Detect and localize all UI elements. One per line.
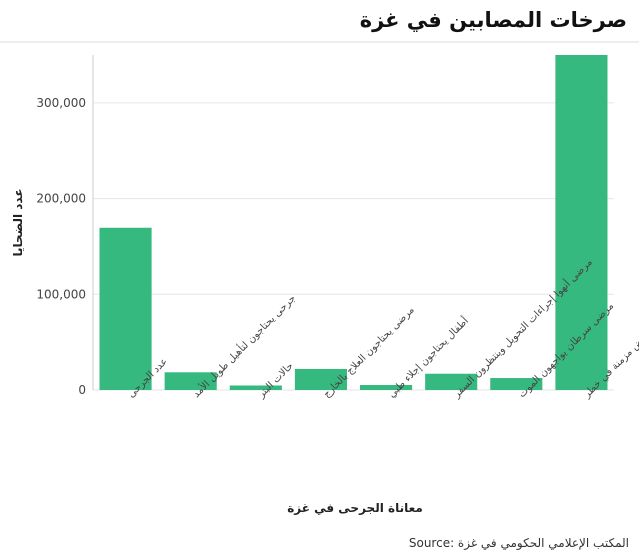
source-note: المكتب الإعلامي الحكومي في غزة :Source xyxy=(408,536,629,550)
x-tick-label: جرحى يحتاجون لتأهيل طويل الأمد xyxy=(189,291,298,400)
y-axis-label: عدد الضحايا xyxy=(11,188,25,256)
bar xyxy=(425,373,478,390)
bar xyxy=(99,227,152,390)
bar xyxy=(490,378,543,390)
chart-title: صرخات المصابين في غزة xyxy=(359,8,627,32)
y-tick-label: 100,000 xyxy=(36,287,86,301)
y-tick-label: 0 xyxy=(78,383,86,397)
y-tick-label: 200,000 xyxy=(36,192,86,206)
y-tick-labels: 0 100,000 200,000 300,000 xyxy=(36,96,86,397)
y-tick-label: 300,000 xyxy=(36,96,86,110)
x-tick-label: حالات البتر xyxy=(255,361,295,401)
gridlines xyxy=(0,41,639,391)
bars xyxy=(99,55,608,390)
bar xyxy=(555,55,608,390)
bar xyxy=(164,372,217,390)
x-axis-label: معاناة الجرحى في غزة xyxy=(287,501,423,515)
bar xyxy=(229,385,282,390)
bar xyxy=(294,368,347,390)
bar xyxy=(360,385,413,390)
